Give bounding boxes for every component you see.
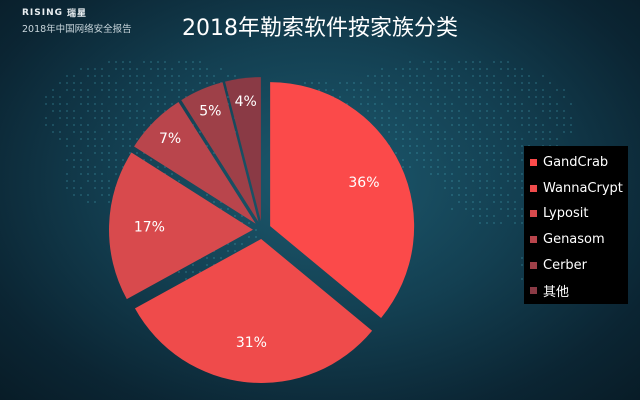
legend-item: WannaCrypt bbox=[530, 176, 628, 202]
legend-swatch bbox=[530, 184, 537, 192]
legend-swatch bbox=[530, 261, 537, 269]
pie-slice-wannacrypt bbox=[134, 238, 373, 383]
legend-item: GandCrab bbox=[530, 150, 628, 176]
data-label: 5% bbox=[199, 104, 221, 120]
legend: GandCrab WannaCrypt Lyposit Genasom Cerber 其他 bbox=[524, 146, 628, 304]
pie-slice-lyposit bbox=[109, 152, 254, 300]
legend-label: WannaCrypt bbox=[543, 180, 623, 196]
data-label: 7% bbox=[159, 131, 181, 147]
chart-title: 2018年勒索软件按家族分类 bbox=[182, 16, 458, 41]
rising-logo: RISING 瑞星 bbox=[22, 6, 132, 20]
logo-cn: 瑞星 bbox=[67, 9, 88, 19]
legend-label: Lyposit bbox=[543, 206, 589, 222]
brand-block: RISING 瑞星 2018年中国网络安全报告 bbox=[22, 6, 132, 36]
report-subtitle: 2018年中国网络安全报告 bbox=[22, 24, 132, 35]
pie-slice-cerber bbox=[181, 82, 259, 222]
legend-label: Genasom bbox=[543, 232, 605, 248]
data-label: 4% bbox=[235, 94, 257, 110]
legend-swatch bbox=[530, 287, 537, 295]
logo-text: RISING bbox=[22, 7, 64, 18]
data-label: 17% bbox=[134, 219, 165, 235]
legend-swatch bbox=[530, 236, 537, 244]
pie-slice-- bbox=[225, 77, 261, 222]
legend-item: 其他 bbox=[530, 278, 628, 304]
legend-swatch bbox=[530, 159, 537, 167]
legend-item: Cerber bbox=[530, 252, 628, 278]
legend-label: 其他 bbox=[543, 285, 570, 301]
data-label: 36% bbox=[348, 175, 379, 191]
legend-label: Cerber bbox=[543, 257, 588, 273]
legend-swatch bbox=[530, 210, 537, 218]
legend-item: Lyposit bbox=[530, 201, 628, 227]
legend-label: GandCrab bbox=[543, 155, 609, 171]
legend-item: Genasom bbox=[530, 227, 628, 253]
pie-slice-genasom bbox=[134, 102, 256, 224]
pie-slice-gandcrab bbox=[270, 82, 415, 318]
data-label: 31% bbox=[236, 335, 267, 351]
